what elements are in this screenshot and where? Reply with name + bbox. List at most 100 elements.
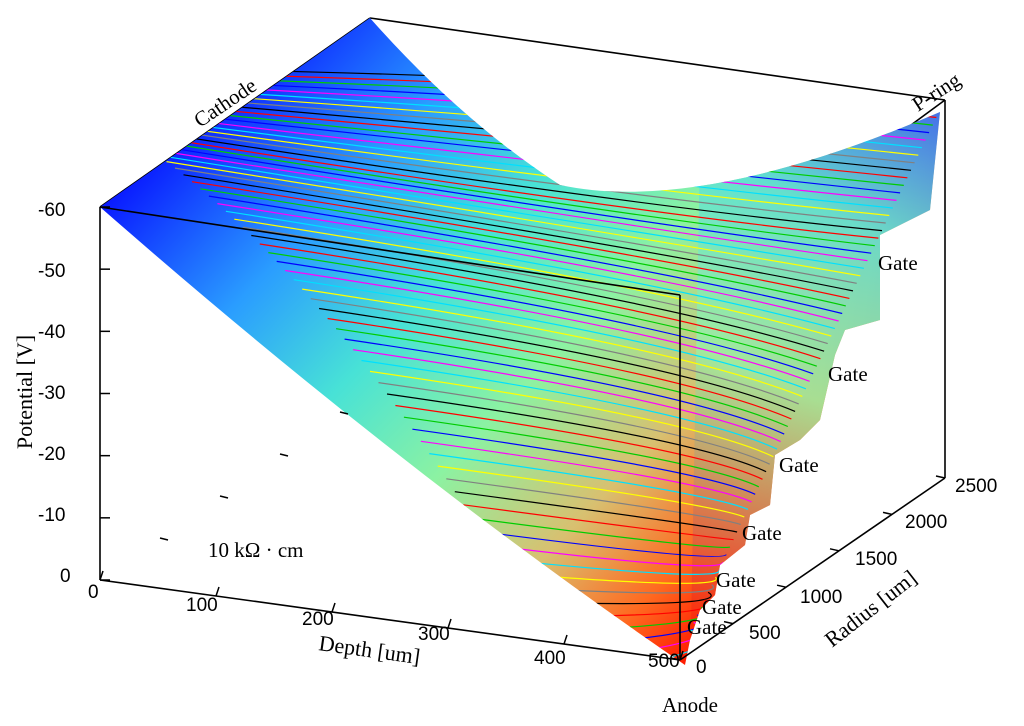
- contour-line: [344, 338, 785, 435]
- contour-line: [386, 393, 767, 473]
- contour-line: [302, 288, 803, 397]
- contour-line: [141, 142, 872, 254]
- tick-mark: [159, 537, 169, 541]
- contour-line: [403, 416, 760, 488]
- z-tick-label: -60: [38, 200, 65, 221]
- contour-line: [310, 298, 799, 405]
- contour-line: [217, 203, 839, 322]
- tick-mark: [679, 650, 684, 661]
- contour-line: [225, 210, 836, 330]
- contour-line: [166, 161, 861, 277]
- contour-line: [268, 252, 817, 367]
- resistivity-label: 10 kΩ · cm: [208, 538, 304, 562]
- contour-line: [488, 544, 724, 567]
- tick-mark: [935, 475, 946, 479]
- contour-line: [327, 317, 792, 420]
- contour-line: [107, 120, 886, 224]
- contour-line: [420, 440, 752, 503]
- anode-label: Anode: [662, 693, 718, 717]
- contour-line: [395, 404, 763, 480]
- z-tick-label: -50: [38, 261, 65, 282]
- contour-line: [454, 491, 738, 533]
- tick-mark: [99, 570, 104, 581]
- tick-mark: [339, 411, 349, 415]
- contour-line: [471, 517, 731, 549]
- contour-line: [480, 531, 727, 558]
- gate-label: Gate: [687, 615, 727, 639]
- p-ring-label: P-ring: [908, 67, 966, 116]
- x-axis-label: Depth [um]: [317, 630, 422, 669]
- contour-line: [174, 167, 857, 284]
- tick-mark: [331, 602, 336, 613]
- y-tick-label: 1000: [800, 587, 842, 608]
- tick-mark: [670, 657, 681, 661]
- contour-line: [191, 181, 850, 299]
- x-tick-label: 0: [88, 582, 99, 603]
- contour-line: [463, 504, 734, 541]
- tick-mark: [563, 634, 568, 645]
- x-tick-label: 400: [534, 648, 566, 669]
- y-tick-label: 2000: [905, 512, 947, 533]
- gate-label: Gate: [716, 568, 756, 592]
- contour-line: [157, 154, 864, 269]
- gate-label: Gate: [702, 595, 742, 619]
- contour-line: [251, 234, 825, 352]
- z-axis-label: Potential [V]: [12, 335, 37, 449]
- y-axis-label: Radius [um]: [820, 565, 922, 652]
- contour-line: [115, 125, 883, 232]
- contour-line: [100, 68, 937, 119]
- z-tick-label: -10: [38, 505, 65, 526]
- contour-line: [285, 269, 810, 382]
- x-tick-label: 300: [418, 624, 450, 645]
- x-tick-label: 100: [186, 595, 218, 616]
- z-axis: -60 -50 -40 -30 -20 -10 0 Potential [V]: [12, 200, 71, 587]
- y-tick-label: 0: [696, 657, 707, 678]
- contour-line: [336, 328, 789, 428]
- gate-label: Gate: [779, 453, 819, 477]
- tick-mark: [447, 618, 452, 629]
- tick-mark: [215, 586, 220, 597]
- contour-line: [319, 307, 796, 412]
- tick-mark: [723, 620, 734, 625]
- contour-line: [437, 465, 745, 518]
- contour-line: [497, 558, 720, 575]
- tick-mark: [279, 453, 289, 457]
- y-tick-label: 2500: [955, 476, 997, 497]
- contour-line: [352, 349, 781, 443]
- contour-line: [149, 148, 868, 262]
- contour-line: [293, 279, 807, 390]
- tick-mark: [219, 495, 229, 499]
- y-tick-label: 500: [749, 623, 781, 644]
- contour-line: [446, 478, 741, 526]
- box-front-edges: [99, 206, 946, 661]
- contour-line: [276, 260, 814, 375]
- contour-line: [183, 174, 854, 292]
- tick-marks: [99, 206, 946, 661]
- gate-label: Gate: [828, 362, 868, 386]
- tick-mark: [776, 584, 787, 588]
- gate-label: Gate: [878, 251, 918, 275]
- contour-line: [124, 131, 879, 239]
- z-tick-label: -40: [38, 322, 65, 343]
- y-tick-label: 1500: [855, 549, 897, 570]
- contour-line: [369, 370, 774, 458]
- tick-mark: [882, 511, 893, 516]
- z-tick-label: -20: [38, 444, 65, 465]
- contour-line: [208, 195, 843, 315]
- contour-line: [132, 136, 875, 247]
- contour-line: [378, 382, 770, 465]
- contour-line: [412, 428, 756, 495]
- x-tick-label: 200: [302, 609, 334, 630]
- z-tick-label: -30: [38, 383, 65, 404]
- x-tick-label: 500: [648, 651, 680, 672]
- gate-label: Gate: [742, 521, 782, 545]
- potential-surface: [100, 18, 940, 665]
- z-tick-label: 0: [60, 566, 71, 587]
- contour-line: [200, 188, 846, 307]
- contour-line: [259, 243, 821, 360]
- contour-line: [361, 359, 778, 450]
- contour-line: [100, 66, 940, 111]
- contour-line: [429, 453, 749, 510]
- tick-mark: [829, 548, 840, 552]
